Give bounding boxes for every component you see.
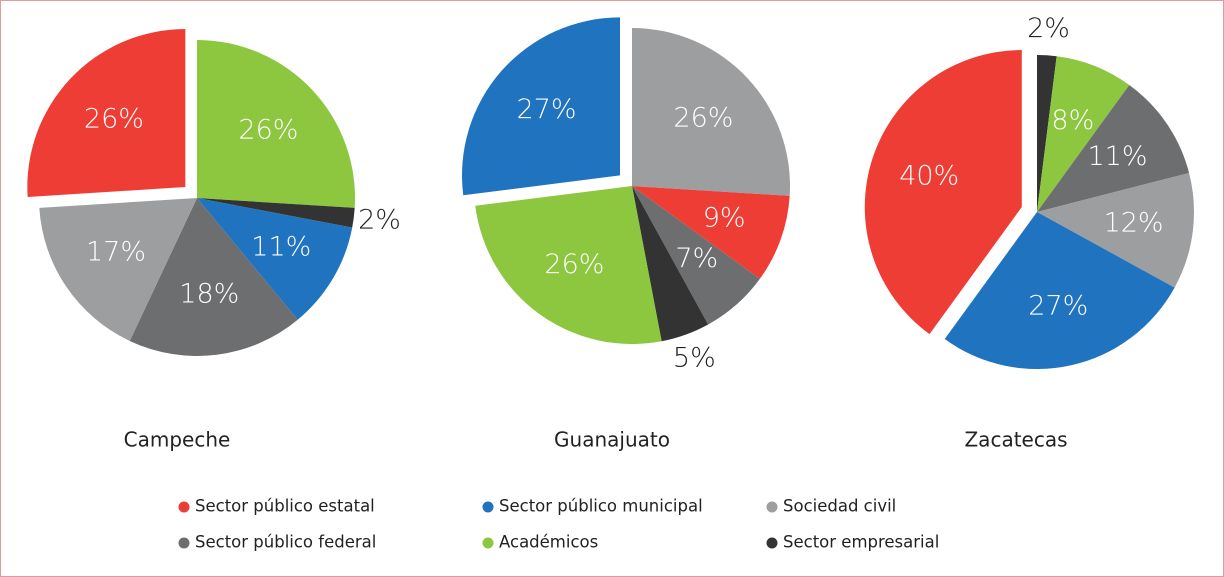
legend-label: Sociedad civil bbox=[783, 497, 896, 516]
value-label: 40% bbox=[899, 160, 959, 191]
pie-slice bbox=[944, 212, 1175, 370]
pie-title: Zacatecas bbox=[964, 428, 1067, 452]
pie-slice bbox=[632, 28, 790, 196]
value-label: 11% bbox=[1088, 141, 1148, 172]
value-label: 27% bbox=[517, 94, 577, 125]
pie-slice bbox=[632, 186, 709, 342]
pie-slice bbox=[632, 186, 790, 279]
legend-swatch bbox=[766, 501, 778, 513]
legend-label: Sector empresarial bbox=[783, 533, 939, 552]
pie-slice bbox=[197, 40, 356, 208]
value-label: 7% bbox=[675, 243, 718, 274]
legend-label: Académicos bbox=[499, 533, 598, 552]
legend-label: Sector público municipal bbox=[499, 497, 703, 516]
pie-slice bbox=[1037, 172, 1194, 288]
value-label: 8% bbox=[1051, 105, 1094, 136]
legend-swatch bbox=[482, 501, 494, 513]
value-label: 2% bbox=[358, 205, 401, 236]
pie-slice bbox=[27, 29, 186, 197]
pie-slice bbox=[197, 198, 355, 228]
pie-slice bbox=[864, 50, 1022, 335]
value-label: 11% bbox=[251, 231, 311, 262]
legend-swatch bbox=[178, 537, 190, 549]
pie-slice bbox=[39, 198, 198, 341]
value-label: 26% bbox=[238, 114, 298, 145]
legend-swatch bbox=[482, 537, 494, 549]
value-label: 26% bbox=[84, 103, 144, 134]
value-label: 9% bbox=[703, 203, 746, 234]
pie-slice bbox=[475, 186, 662, 345]
value-label: 5% bbox=[673, 343, 716, 374]
pie-slice bbox=[632, 186, 760, 325]
legend-label: Sector público estatal bbox=[195, 497, 375, 516]
value-label: 2% bbox=[1027, 13, 1070, 44]
pie-title: Campeche bbox=[124, 428, 231, 452]
value-label: 26% bbox=[544, 249, 604, 280]
value-label: 18% bbox=[179, 279, 239, 310]
legend-label: Sector público federal bbox=[195, 533, 376, 552]
pie-slice bbox=[129, 198, 298, 356]
value-label: 12% bbox=[1104, 208, 1164, 239]
pie-slice bbox=[1037, 55, 1057, 212]
value-label: 27% bbox=[1028, 290, 1088, 321]
pie-slice bbox=[461, 17, 620, 196]
legend-swatch bbox=[178, 501, 190, 513]
legend-swatch bbox=[766, 537, 778, 549]
value-label: 17% bbox=[86, 237, 146, 268]
pie-slice bbox=[1037, 84, 1190, 212]
pie-slice bbox=[1037, 56, 1130, 212]
pie-slice bbox=[197, 198, 353, 320]
value-label: 26% bbox=[673, 102, 733, 133]
pie-title: Guanajuato bbox=[554, 428, 670, 452]
